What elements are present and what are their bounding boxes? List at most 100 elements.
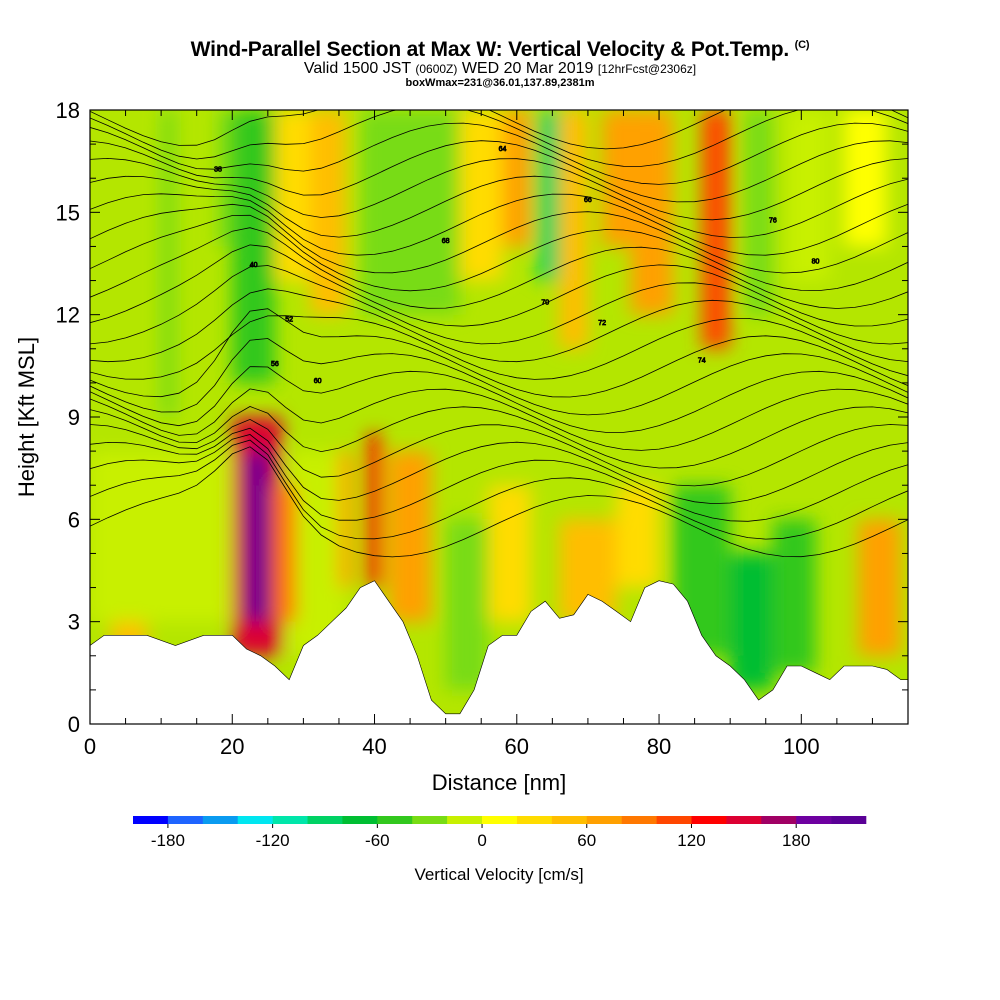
y-tick-label: 3 [68, 610, 80, 635]
y-axis-label: Height [Kft MSL] [14, 337, 39, 497]
isentrope-line [90, 175, 908, 238]
velocity-cell [232, 110, 275, 383]
x-axis-label: Distance [nm] [432, 770, 567, 795]
isentrope-label: 72 [598, 320, 606, 327]
isentrope-line [90, 427, 908, 505]
x-tick-label: 20 [220, 734, 244, 759]
colorbar-swatch [621, 816, 657, 824]
velocity-cell [772, 519, 816, 673]
velocity-cell [538, 110, 560, 281]
velocity-cell [246, 451, 268, 622]
colorbar-swatch [831, 816, 867, 824]
colorbar-swatch [551, 816, 588, 824]
chart-box-info: boxWmax=231@36.01,137.89,2381m [405, 77, 595, 89]
terrain-mask [90, 580, 908, 724]
colorbar-swatch [272, 816, 308, 824]
isentrope-line [90, 366, 908, 433]
velocity-cell [445, 519, 489, 690]
isentrope-line [90, 227, 908, 309]
x-tick-label: 60 [505, 734, 529, 759]
velocity-cell [502, 110, 532, 247]
velocity-cell [388, 451, 432, 622]
colorbar-tick-label: 0 [477, 831, 486, 850]
isentrope-label: 70 [541, 299, 549, 306]
y-tick-label: 0 [68, 712, 80, 737]
colorbar-tick-label: -120 [256, 831, 290, 850]
x-tick-label: 40 [362, 734, 386, 759]
isentrope-line [90, 122, 908, 185]
colorbar-swatch [167, 816, 204, 824]
velocity-cell [630, 110, 674, 315]
colorbar-swatch [202, 816, 239, 824]
velocity-cell [90, 451, 233, 622]
velocity-cell [730, 553, 773, 690]
y-tick-label: 12 [56, 303, 80, 328]
velocity-cell [858, 519, 901, 656]
isentrope-label: 38 [214, 166, 222, 173]
velocity-cell [602, 110, 631, 247]
isentrope-line [90, 315, 908, 380]
isentrope-line [90, 288, 908, 363]
isentrope-label: 68 [442, 238, 450, 245]
isentrope-line [90, 446, 908, 558]
colorbar-swatch [482, 816, 518, 824]
colorbar-swatch [237, 816, 273, 824]
colorbar-label: Vertical Velocity [cm/s] [414, 865, 583, 884]
isentrope-line [90, 338, 908, 416]
y-tick-label: 15 [56, 200, 80, 225]
colorbar-swatch [133, 816, 169, 824]
colorbar-tick-label: 120 [677, 831, 705, 850]
isentrope-line [90, 203, 908, 274]
colorbar-tick-label: 180 [782, 831, 810, 850]
isentrope-line [90, 406, 908, 469]
velocity-cell [310, 110, 347, 315]
colorbar-swatch [656, 816, 692, 824]
velocity-cell [459, 110, 503, 281]
velocity-cell [616, 485, 660, 588]
isentrope-label: 76 [769, 218, 777, 225]
colorbar-swatch [342, 816, 378, 824]
colorbar-swatch [761, 816, 797, 824]
isentrope-label: 56 [271, 361, 279, 368]
colorbar-swatch [412, 816, 448, 824]
velocity-cell [559, 110, 588, 349]
x-tick-label: 80 [647, 734, 671, 759]
colorbar-swatch [516, 816, 553, 824]
isentrope-line [90, 244, 908, 327]
isentrope-line [90, 110, 908, 150]
velocity-cell [367, 434, 382, 588]
isentrope-label: 64 [499, 146, 507, 153]
colorbar-swatch [796, 816, 832, 824]
colorbar-swatch [307, 816, 343, 824]
colorbar-swatch [377, 816, 413, 824]
isentrope-label: 74 [698, 357, 706, 364]
chart-title: Wind-Parallel Section at Max W: Vertical… [190, 38, 810, 61]
chart-valid-time: Valid 1500 JST (0600Z) WED 20 Mar 2019 [… [303, 60, 697, 77]
velocity-cell [274, 485, 297, 622]
colorbar: -180 -120 -60 0 60 120 180 [133, 816, 867, 850]
isentrope-line [90, 418, 908, 487]
velocity-cell [360, 110, 403, 315]
velocity-cell [488, 485, 532, 622]
isentrope-line [90, 214, 908, 292]
velocity-cell [787, 110, 830, 281]
velocity-cell [338, 451, 354, 588]
isentrope-line [90, 434, 908, 522]
isentrope-line [90, 110, 908, 167]
y-tick-label: 9 [68, 405, 80, 430]
isentrope-label: 80 [812, 259, 820, 266]
x-tick-label: 0 [84, 734, 96, 759]
isentrope-line [90, 439, 908, 540]
colorbar-tick-label: 60 [577, 831, 596, 850]
colorbar-swatch [691, 816, 727, 824]
colorbar-swatch [586, 816, 622, 824]
colorbar-tick-label: -180 [151, 831, 185, 850]
velocity-cell [161, 110, 176, 417]
isentrope-line [90, 265, 908, 345]
velocity-cell [843, 110, 887, 247]
isentrope-line [90, 388, 908, 451]
colorbar-tick-label: -60 [365, 831, 390, 850]
x-tick-label: 100 [783, 734, 820, 759]
isentrope-label: 60 [314, 378, 322, 385]
isentrope-line [90, 308, 908, 398]
